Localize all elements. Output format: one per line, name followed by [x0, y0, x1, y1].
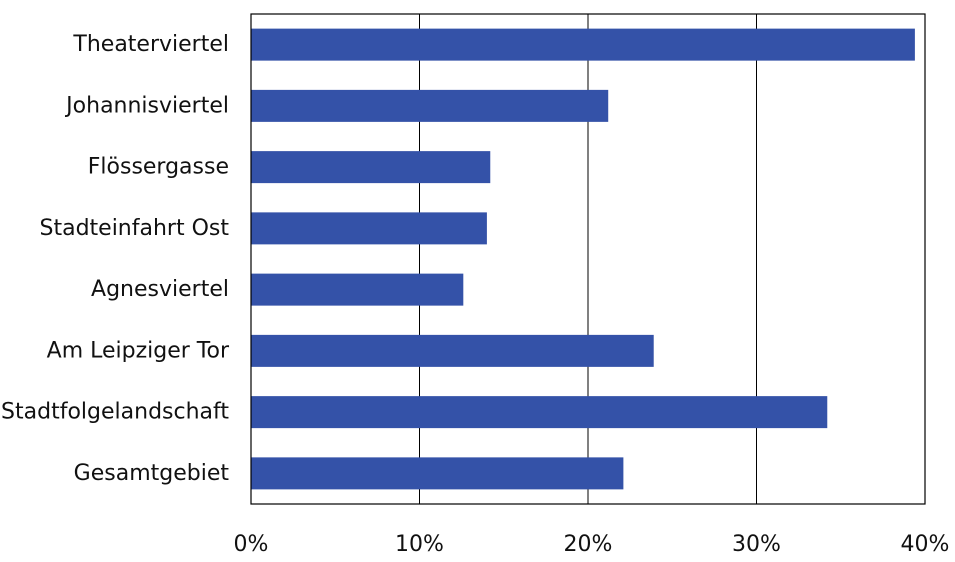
- x-tick-label-0: 0%: [234, 532, 269, 557]
- x-tick-label-1: 10%: [395, 532, 444, 557]
- bar-4: [251, 273, 464, 306]
- grid-lines: [419, 14, 757, 504]
- x-axis-tick-labels: 0% 10% 20% 30% 40%: [234, 532, 950, 557]
- plot-frame: [250, 13, 926, 505]
- category-label-1: Johannisviertel: [64, 93, 229, 118]
- bar-6: [251, 396, 828, 429]
- category-label-7: Gesamtgebiet: [74, 461, 230, 486]
- category-label-2: Flössergasse: [88, 155, 229, 180]
- bar-1: [251, 89, 609, 122]
- bar-0: [251, 28, 915, 61]
- bar-7: [251, 457, 624, 490]
- x-tick-label-4: 40%: [901, 532, 950, 557]
- category-label-3: Stadteinfahrt Ost: [40, 216, 230, 241]
- category-labels: Theaterviertel Johannisviertel Flössergass…: [1, 32, 230, 486]
- category-label-6: Stadtfolgelandschaft: [1, 400, 229, 425]
- category-label-4: Agnesviertel: [91, 277, 229, 302]
- bars: [251, 28, 915, 490]
- x-tick-label-3: 30%: [732, 532, 781, 557]
- x-tick-label-2: 20%: [564, 532, 613, 557]
- category-label-0: Theaterviertel: [72, 32, 229, 57]
- bar-3: [251, 212, 487, 245]
- category-label-5: Am Leipziger Tor: [47, 338, 230, 363]
- bar-5: [251, 334, 654, 367]
- bar-2: [251, 151, 491, 184]
